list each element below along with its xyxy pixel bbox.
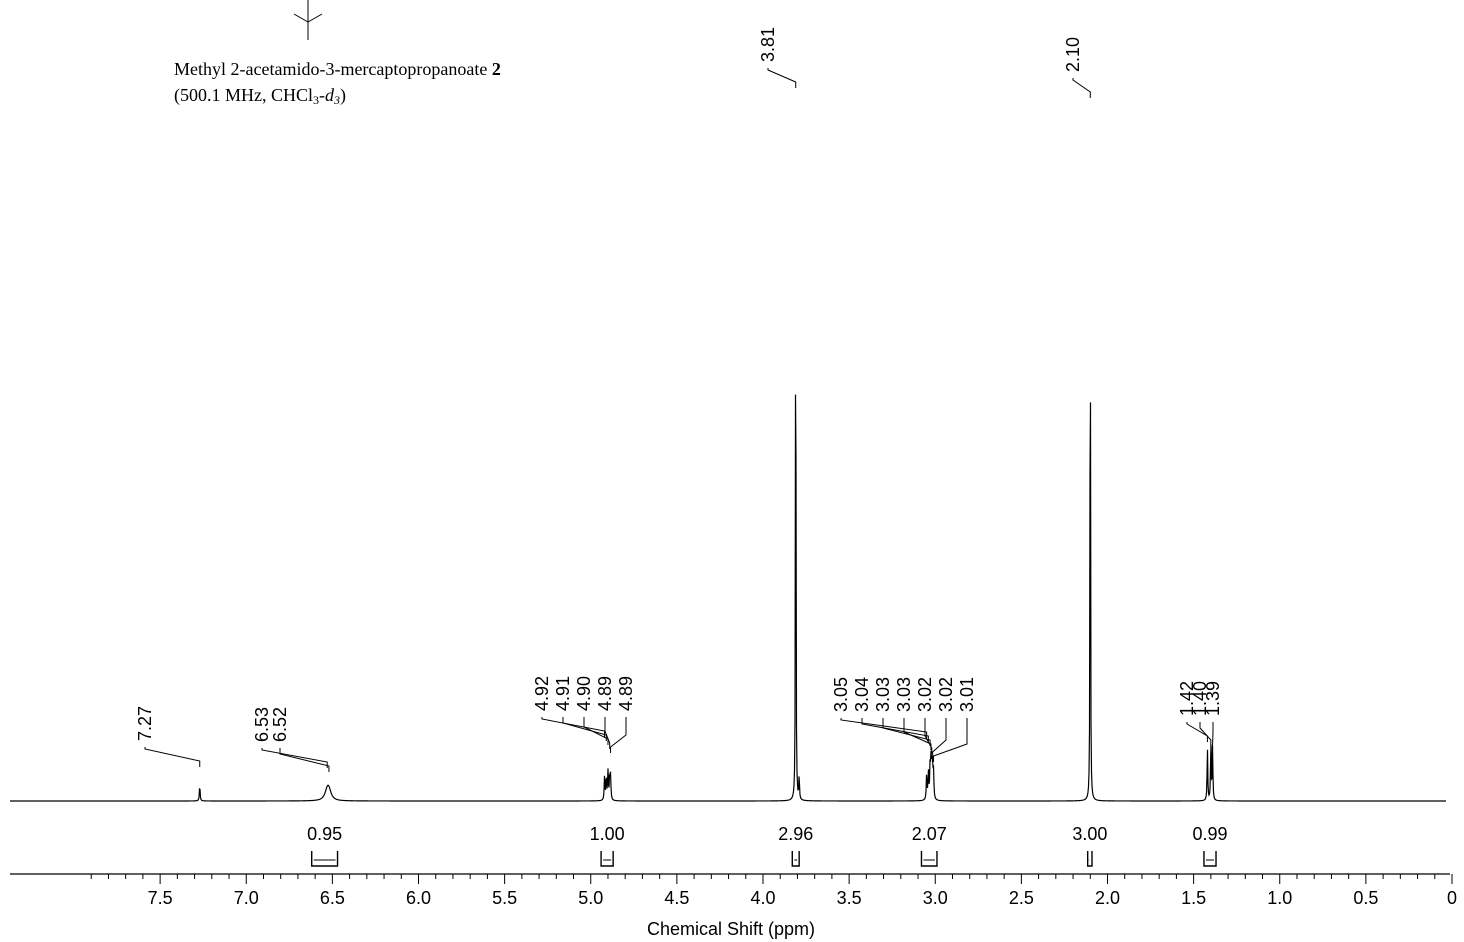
peak-label: 3.05 xyxy=(831,677,851,712)
conditions-italic-subscript: 3 xyxy=(334,93,340,107)
spectrum-caption: Methyl 2-acetamido-3-mercaptopropanoate … xyxy=(174,56,501,108)
peak-label-leader xyxy=(562,717,607,741)
peak-label: 1.40 xyxy=(1190,681,1210,716)
spectrum-trace xyxy=(10,394,1446,802)
x-tick-label: 7.0 xyxy=(234,888,259,908)
integral-bracket xyxy=(1086,851,1093,867)
peak-label: 1.42 xyxy=(1177,681,1197,716)
integral-bracket xyxy=(920,851,938,867)
peak-label: 6.52 xyxy=(270,707,290,742)
peak-label-leader xyxy=(144,747,201,767)
structure-bond xyxy=(293,13,309,23)
peak-label: 3.03 xyxy=(873,677,893,712)
compound-number: 2 xyxy=(491,59,501,79)
x-tick-label: 6.0 xyxy=(406,888,431,908)
x-tick-label: 5.5 xyxy=(492,888,517,908)
integral-bracket xyxy=(600,851,614,867)
peak-label-leader xyxy=(932,718,947,758)
integral-value: 2.07 xyxy=(912,824,947,844)
x-tick-label: 2.0 xyxy=(1095,888,1120,908)
x-tick-label: 0.5 xyxy=(1353,888,1378,908)
conditions-dash: - xyxy=(319,85,325,105)
peak-label-leader xyxy=(882,718,931,746)
integral-bracket xyxy=(311,851,339,867)
peak-label: 3.02 xyxy=(936,677,956,712)
structure-bond xyxy=(307,13,323,23)
peak-label-leader xyxy=(610,717,627,753)
peak-label-leader xyxy=(767,68,797,88)
integral-bracket xyxy=(1203,851,1217,867)
peak-label: 3.02 xyxy=(915,677,935,712)
integral-value: 3.00 xyxy=(1072,824,1107,844)
x-tick-label: 4.0 xyxy=(750,888,775,908)
peak-label: 4.89 xyxy=(616,676,636,711)
integral-value: 2.96 xyxy=(778,824,813,844)
integrals: 0.95 1.00 2.96 2.07 3.00 0.99 xyxy=(307,824,1228,867)
conditions-open: (500.1 MHz, CHCl xyxy=(174,85,313,105)
peak-label: 3.81 xyxy=(758,27,778,62)
conditions-italic: d3 xyxy=(325,85,340,107)
peak-label-leader xyxy=(279,748,330,772)
compound-name: Methyl 2-acetamido-3-mercaptopropanoate xyxy=(174,59,488,79)
peak-label-leader xyxy=(261,748,328,768)
x-tick-label: 6.5 xyxy=(320,888,345,908)
peak-labels: 7.27 6.536.524.92 4.91 4.90 4.89 4.893.813.05… xyxy=(135,27,1223,772)
x-tick-label: 2.5 xyxy=(1009,888,1034,908)
x-axis-label: Chemical Shift (ppm) xyxy=(647,919,815,939)
molecule-structure-fragment xyxy=(293,0,323,40)
integral-value: 0.95 xyxy=(307,824,342,844)
peak-label: 1.39 xyxy=(1203,681,1223,716)
x-tick-label: 3.5 xyxy=(837,888,862,908)
conditions-line: (500.1 MHz, CHCl3-d3) xyxy=(174,82,501,108)
peak-label-leader xyxy=(1186,722,1208,742)
peak-label: 3.01 xyxy=(957,677,977,712)
integral-value: 1.00 xyxy=(590,824,625,844)
peak-label-leader xyxy=(924,718,933,754)
x-tick-label: 3.0 xyxy=(923,888,948,908)
x-tick-label: 0 xyxy=(1447,888,1457,908)
integral-value: 0.99 xyxy=(1192,824,1227,844)
x-axis: 7.5 7.0 6.5 6.0 5.5 5.0 4.5 4.0 3.5 3.0 2.5 2.0 1.5 1… xyxy=(10,873,1457,908)
peak-label-leader xyxy=(840,718,928,738)
x-tick-label: 1.5 xyxy=(1181,888,1206,908)
peak-label-leader xyxy=(861,718,929,742)
x-tick-label: 5.0 xyxy=(578,888,603,908)
peak-label-leader xyxy=(1199,722,1212,746)
peak-label: 4.92 xyxy=(532,676,552,711)
x-tick-label: 7.5 xyxy=(148,888,173,908)
peak-label: 4.90 xyxy=(574,676,594,711)
peak-label: 4.89 xyxy=(595,676,615,711)
integral-bracket xyxy=(791,851,800,867)
peak-label: 3.04 xyxy=(852,677,872,712)
peak-label-leader xyxy=(1072,78,1091,98)
peak-label-leader xyxy=(583,717,609,745)
compound-line: Methyl 2-acetamido-3-mercaptopropanoate … xyxy=(174,56,501,82)
peak-label-leader xyxy=(933,718,968,762)
peak-label: 7.27 xyxy=(135,706,155,741)
x-tick-label: 1.0 xyxy=(1267,888,1292,908)
conditions-close-paren: ) xyxy=(340,85,346,105)
conditions-subscript: 3 xyxy=(313,93,319,107)
x-tick-label: 4.5 xyxy=(664,888,689,908)
peak-label-leader xyxy=(541,717,606,737)
peak-label: 4.91 xyxy=(553,676,573,711)
peak-label: 2.10 xyxy=(1063,37,1083,72)
spectrum-line-group xyxy=(10,394,1446,802)
peak-label: 6.53 xyxy=(252,707,272,742)
peak-label: 3.03 xyxy=(894,677,914,712)
peak-label-leader xyxy=(604,717,611,749)
